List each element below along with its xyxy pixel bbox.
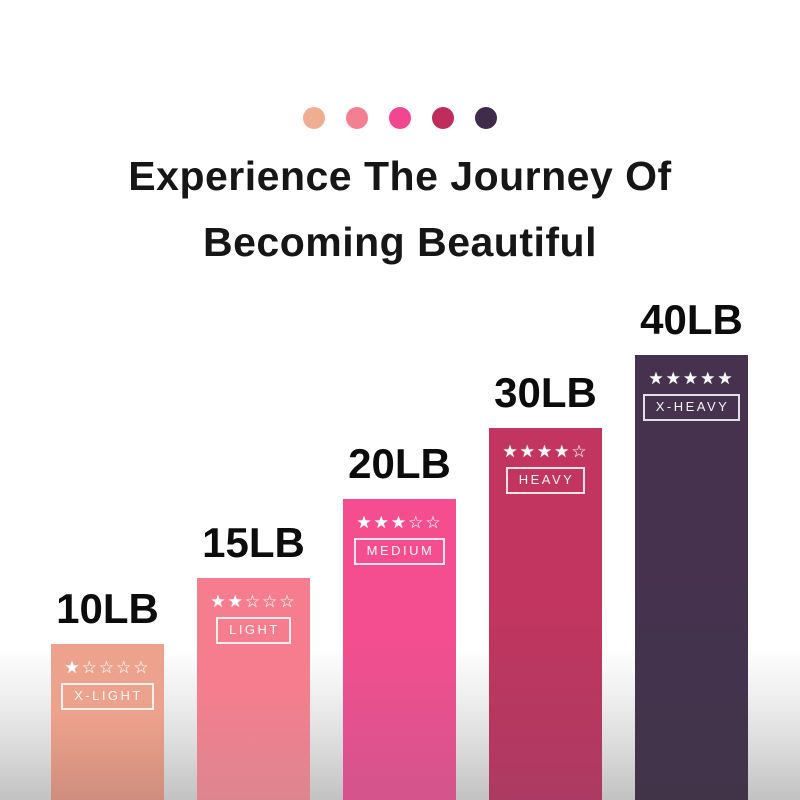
- bar-column: 40LB ★★★★★ X-HEAVY: [635, 160, 748, 800]
- bar-weight-label: 15LB: [202, 519, 305, 566]
- bar-column: 30LB ★★★★☆ HEAVY: [489, 160, 602, 800]
- headline: Experience The Journey Of Becoming Beaut…: [0, 143, 800, 275]
- star-rating: ★☆☆☆☆: [64, 658, 151, 677]
- heavy-dot: [432, 107, 454, 129]
- bar: ★★★★★ X-HEAVY: [635, 355, 748, 800]
- x-heavy-dot: [475, 107, 497, 129]
- bar-weight-label: 40LB: [640, 296, 743, 343]
- bar-chart: 10LB ★☆☆☆☆ X-LIGHT 15LB ★★☆☆☆ LIGHT 20LB ★★★☆☆ M…: [51, 160, 748, 800]
- level-badge: LIGHT: [216, 617, 291, 644]
- palette-dots: [0, 107, 800, 129]
- bar-weight-label: 20LB: [348, 440, 451, 487]
- x-light-dot: [303, 107, 325, 129]
- bar-column: 10LB ★☆☆☆☆ X-LIGHT: [51, 160, 164, 800]
- level-badge: X-LIGHT: [61, 683, 154, 710]
- bar-column: 15LB ★★☆☆☆ LIGHT: [197, 160, 310, 800]
- star-rating: ★★☆☆☆: [210, 592, 297, 611]
- bar: ★★★★☆ HEAVY: [489, 428, 602, 800]
- headline-line-2: Becoming Beautiful: [203, 219, 597, 265]
- bar: ★☆☆☆☆ X-LIGHT: [51, 644, 164, 800]
- star-rating: ★★★★★: [648, 369, 735, 388]
- level-badge: MEDIUM: [353, 538, 446, 565]
- bar: ★★☆☆☆ LIGHT: [197, 578, 310, 800]
- light-dot: [346, 107, 368, 129]
- star-rating: ★★★☆☆: [356, 513, 443, 532]
- bar-column: 20LB ★★★☆☆ MEDIUM: [343, 160, 456, 800]
- medium-dot: [389, 107, 411, 129]
- bar: ★★★☆☆ MEDIUM: [343, 499, 456, 800]
- star-rating: ★★★★☆: [502, 442, 589, 461]
- headline-line-1: Experience The Journey Of: [128, 153, 672, 199]
- bar-weight-label: 30LB: [494, 369, 597, 416]
- level-badge: HEAVY: [505, 467, 586, 494]
- bar-weight-label: 10LB: [56, 585, 159, 632]
- level-badge: X-HEAVY: [642, 394, 741, 421]
